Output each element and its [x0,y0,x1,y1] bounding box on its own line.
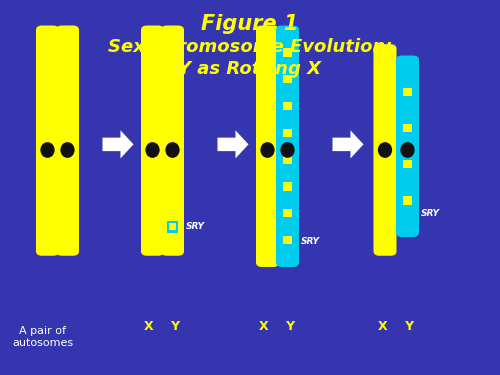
Bar [169,223,176,230]
Bar [283,236,292,244]
FancyBboxPatch shape [374,44,396,256]
Ellipse shape [260,142,274,158]
Text: Figure 1: Figure 1 [202,14,298,34]
Bar [283,48,292,57]
Text: SRY: SRY [420,209,440,218]
Polygon shape [332,130,364,158]
Bar [403,160,412,168]
Bar [283,75,292,84]
Text: X    Y: X Y [144,320,180,333]
FancyBboxPatch shape [256,26,279,267]
Ellipse shape [60,142,74,158]
Ellipse shape [146,142,160,158]
Bar [283,209,292,217]
Ellipse shape [166,142,179,158]
Text: SRY: SRY [300,237,320,246]
FancyBboxPatch shape [36,26,59,256]
FancyBboxPatch shape [161,26,184,256]
FancyBboxPatch shape [396,56,419,237]
Text: SRY: SRY [186,222,204,231]
Bar [283,102,292,110]
FancyBboxPatch shape [56,26,79,256]
Polygon shape [218,130,248,158]
Bar [283,129,292,137]
FancyBboxPatch shape [276,26,299,267]
Bar [283,182,292,190]
Bar [403,196,412,205]
Text: X    Y: X Y [378,320,414,333]
Text: Sex Chromosome Evolution:: Sex Chromosome Evolution: [108,38,393,56]
Ellipse shape [40,142,54,158]
Bar [283,156,292,164]
Ellipse shape [378,142,392,158]
Text: X    Y: X Y [260,320,296,333]
Bar [403,88,412,96]
Text: Y as Rotting X: Y as Rotting X [178,60,322,78]
Bar [167,220,178,232]
Ellipse shape [400,142,414,158]
Text: A pair of
autosomes: A pair of autosomes [12,326,73,348]
Polygon shape [102,130,134,158]
Ellipse shape [280,142,294,158]
FancyBboxPatch shape [141,26,164,256]
Bar [403,124,412,132]
